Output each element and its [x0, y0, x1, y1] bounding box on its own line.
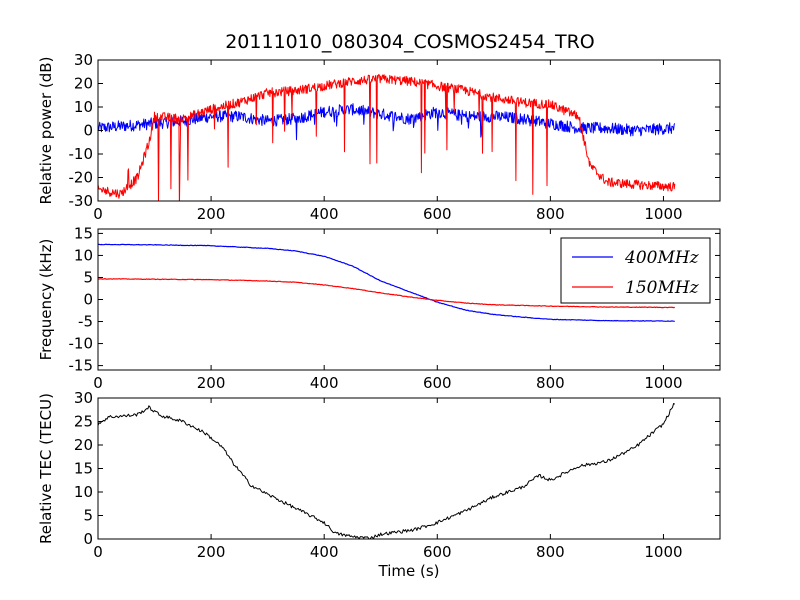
x-tick-label: 800 — [536, 374, 565, 392]
y-tick-label: 30 — [74, 389, 93, 407]
y-tick-label: -10 — [69, 145, 94, 163]
y-tick-label: 5 — [83, 507, 93, 525]
y-tick-label: 0 — [83, 291, 93, 309]
series-line-1-1 — [98, 103, 676, 141]
x-tick-label: 400 — [310, 374, 339, 392]
axes-frame — [97, 397, 721, 540]
x-tick-label: 200 — [197, 205, 226, 223]
x-tick-label: 0 — [93, 543, 103, 561]
y-tick-label: 15 — [74, 460, 93, 478]
x-axis-label: Time (s) — [378, 562, 440, 580]
y-tick-label: 10 — [74, 98, 93, 116]
y-axis-label: Frequency (kHz) — [37, 239, 55, 361]
y-tick-label: 10 — [74, 483, 93, 501]
y-axis-label: Relative TEC (TECU) — [37, 393, 55, 544]
legend-label: 400MHz — [624, 248, 700, 268]
x-tick-label: 600 — [423, 374, 452, 392]
y-tick-label: 0 — [83, 530, 93, 548]
y-tick-label: 0 — [83, 122, 93, 140]
x-tick-label: 200 — [197, 543, 226, 561]
y-tick-label: -15 — [69, 357, 94, 375]
x-tick-label: 400 — [310, 205, 339, 223]
x-tick-label: 0 — [93, 374, 103, 392]
x-tick-label: 600 — [423, 543, 452, 561]
x-tick-label: 200 — [197, 374, 226, 392]
chart-title: 20111010_080304_COSMOS2454_TRO — [225, 31, 595, 53]
y-tick-label: 15 — [74, 224, 93, 242]
y-tick-label: 20 — [74, 436, 93, 454]
x-tick-label: 0 — [93, 205, 103, 223]
legend-label: 150MHz — [625, 278, 700, 298]
subplot-2: 0 200 400 600 800 1000 -15 -10 -5 0 5 10 15 Frequency… — [37, 224, 721, 392]
y-tick-label: 30 — [74, 51, 93, 69]
y-tick-label: 20 — [74, 75, 93, 93]
y-tick-label: -10 — [69, 335, 94, 353]
y-tick-label: -5 — [78, 313, 93, 331]
y-axis-label: Relative power (dB) — [37, 57, 55, 205]
x-tick-label: 800 — [536, 205, 565, 223]
x-tick-label: 600 — [423, 205, 452, 223]
y-tick-label: 25 — [74, 413, 93, 431]
x-tick-label: 1000 — [644, 205, 682, 223]
subplot-1: 0 200 400 600 800 1000 -30 -20 -10 0 10 20 30 Relativ… — [37, 51, 721, 223]
x-tick-label: 1000 — [644, 543, 682, 561]
series-line-2-1 — [98, 243, 675, 322]
y-tick-label: -20 — [69, 169, 94, 187]
x-tick-label: 400 — [310, 543, 339, 561]
series-line-1-2 — [98, 74, 676, 201]
y-tick-label: -30 — [69, 192, 94, 210]
legend: 400MHz 150MHz — [560, 237, 711, 304]
y-tick-label: 5 — [83, 268, 93, 286]
x-tick-label: 800 — [536, 543, 565, 561]
y-tick-label: 10 — [74, 246, 93, 264]
series-line-2-2 — [98, 278, 675, 309]
series-line-3-1 — [98, 403, 676, 539]
x-tick-label: 1000 — [644, 374, 682, 392]
